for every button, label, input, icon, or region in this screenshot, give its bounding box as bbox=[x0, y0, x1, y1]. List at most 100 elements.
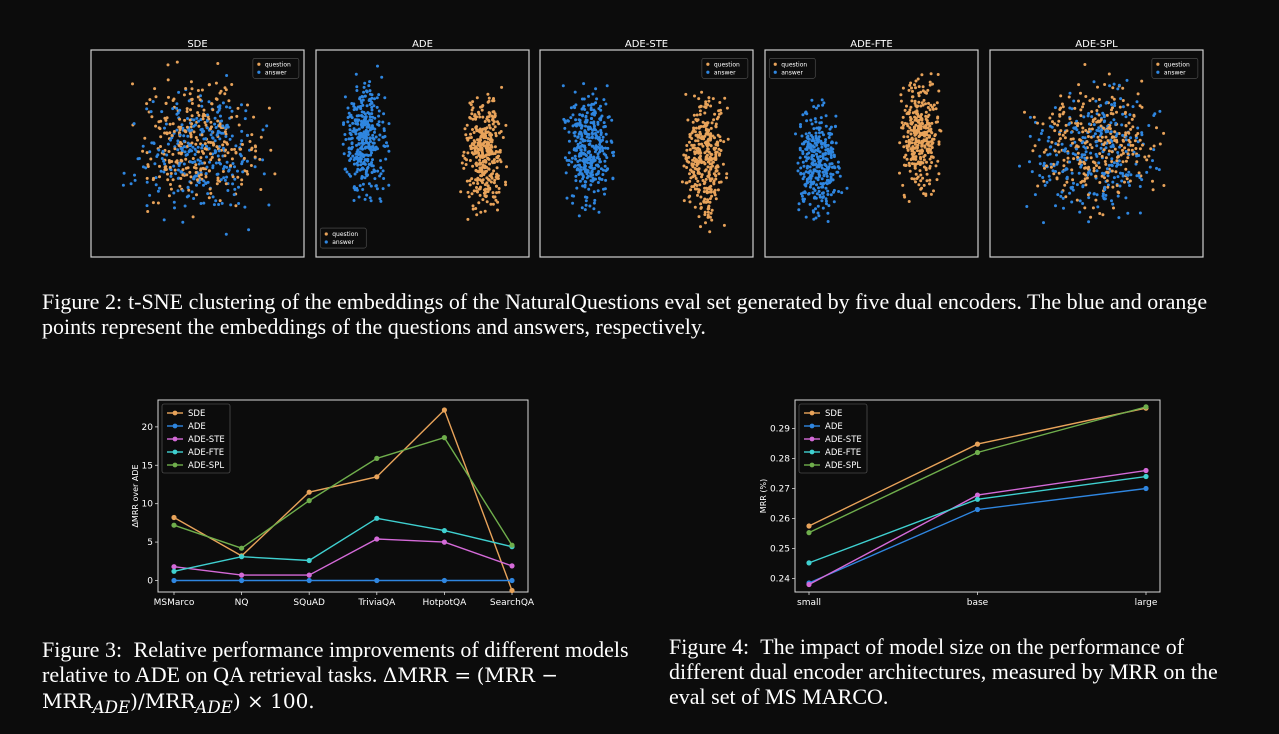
question-point bbox=[714, 124, 718, 128]
question-point bbox=[1023, 110, 1026, 114]
question-point bbox=[235, 114, 239, 118]
question-point bbox=[173, 147, 177, 151]
answer-point bbox=[223, 178, 227, 182]
question-point bbox=[269, 148, 273, 152]
answer-point bbox=[580, 172, 584, 176]
question-point bbox=[184, 157, 188, 161]
answer-point bbox=[366, 122, 370, 126]
question-point bbox=[224, 88, 228, 92]
answer-point bbox=[597, 137, 601, 141]
answer-point bbox=[1101, 192, 1105, 196]
data-point bbox=[1143, 467, 1149, 474]
answer-point bbox=[563, 156, 567, 160]
answer-point bbox=[589, 153, 593, 157]
question-point bbox=[1076, 155, 1080, 159]
answer-point bbox=[1102, 120, 1106, 124]
answer-point bbox=[583, 208, 587, 212]
question-point bbox=[190, 102, 194, 105]
answer-point bbox=[185, 195, 189, 199]
question-point bbox=[703, 151, 707, 155]
answer-point bbox=[570, 160, 574, 164]
answer-point bbox=[375, 187, 379, 191]
legend-label-ade-ste: ADE-STE bbox=[188, 435, 225, 445]
question-point bbox=[496, 150, 500, 154]
answer-point bbox=[188, 129, 192, 133]
answer-point bbox=[804, 170, 808, 174]
answer-point bbox=[192, 197, 196, 200]
data-point bbox=[974, 441, 981, 447]
question-point bbox=[920, 144, 924, 148]
answer-point bbox=[585, 135, 589, 139]
answer-point bbox=[587, 187, 591, 191]
question-point bbox=[920, 101, 924, 105]
question-point bbox=[915, 129, 919, 133]
answer-point bbox=[153, 162, 157, 166]
question-point bbox=[1118, 105, 1122, 109]
answer-point bbox=[360, 114, 364, 117]
answer-point bbox=[580, 134, 584, 138]
answer-point bbox=[1049, 145, 1053, 149]
answer-point bbox=[175, 128, 179, 132]
answer-point bbox=[360, 145, 364, 149]
answer-point bbox=[814, 148, 818, 152]
question-point bbox=[925, 179, 929, 183]
question-point bbox=[210, 102, 214, 106]
question-point bbox=[1065, 129, 1069, 133]
answer-point bbox=[806, 164, 810, 168]
question-point bbox=[479, 185, 482, 189]
question-point bbox=[715, 169, 719, 173]
answer-point bbox=[578, 179, 582, 183]
answer-point bbox=[354, 152, 358, 156]
legend-label-question: question bbox=[714, 61, 740, 68]
answer-point bbox=[352, 186, 356, 190]
question-point bbox=[1114, 170, 1118, 174]
answer-point bbox=[601, 135, 605, 139]
question-point bbox=[499, 130, 503, 133]
question-point bbox=[922, 192, 926, 196]
answer-point bbox=[582, 97, 586, 101]
question-point bbox=[461, 154, 465, 158]
question-point bbox=[719, 111, 723, 115]
question-point bbox=[925, 160, 928, 164]
answer-point bbox=[1157, 168, 1161, 172]
answer-point bbox=[169, 174, 173, 178]
answer-point bbox=[243, 205, 247, 209]
answer-point bbox=[562, 117, 566, 121]
question-point bbox=[1091, 97, 1095, 101]
x-tick-label-triviaqa: TriviaQA bbox=[357, 598, 396, 608]
question-point bbox=[1079, 114, 1083, 118]
question-point bbox=[236, 175, 240, 179]
answer-point bbox=[1043, 183, 1047, 187]
question-point bbox=[1058, 132, 1061, 136]
question-point bbox=[488, 111, 491, 115]
question-point bbox=[711, 97, 715, 101]
answer-point bbox=[164, 122, 168, 126]
question-point bbox=[694, 133, 698, 137]
answer-point bbox=[603, 159, 607, 163]
answer-point bbox=[800, 194, 804, 198]
answer-point bbox=[595, 135, 599, 138]
answer-point bbox=[836, 160, 840, 164]
question-point bbox=[1136, 92, 1140, 96]
answer-point bbox=[350, 136, 354, 140]
question-point bbox=[684, 154, 688, 158]
answer-point bbox=[162, 170, 166, 174]
answer-point bbox=[1110, 157, 1114, 161]
data-point bbox=[374, 536, 380, 542]
question-point bbox=[214, 81, 218, 85]
question-point bbox=[207, 83, 211, 87]
question-point bbox=[479, 135, 483, 139]
question-point bbox=[1056, 143, 1060, 147]
question-point bbox=[488, 152, 492, 156]
question-point bbox=[688, 200, 692, 204]
question-point bbox=[1065, 180, 1069, 184]
answer-point bbox=[1114, 121, 1118, 125]
answer-point bbox=[207, 100, 211, 104]
answer-point bbox=[1092, 134, 1096, 138]
question-point bbox=[708, 200, 712, 204]
answer-point bbox=[356, 167, 360, 171]
answer-point bbox=[816, 104, 820, 108]
question-point bbox=[1067, 95, 1071, 99]
answer-point bbox=[602, 121, 606, 125]
